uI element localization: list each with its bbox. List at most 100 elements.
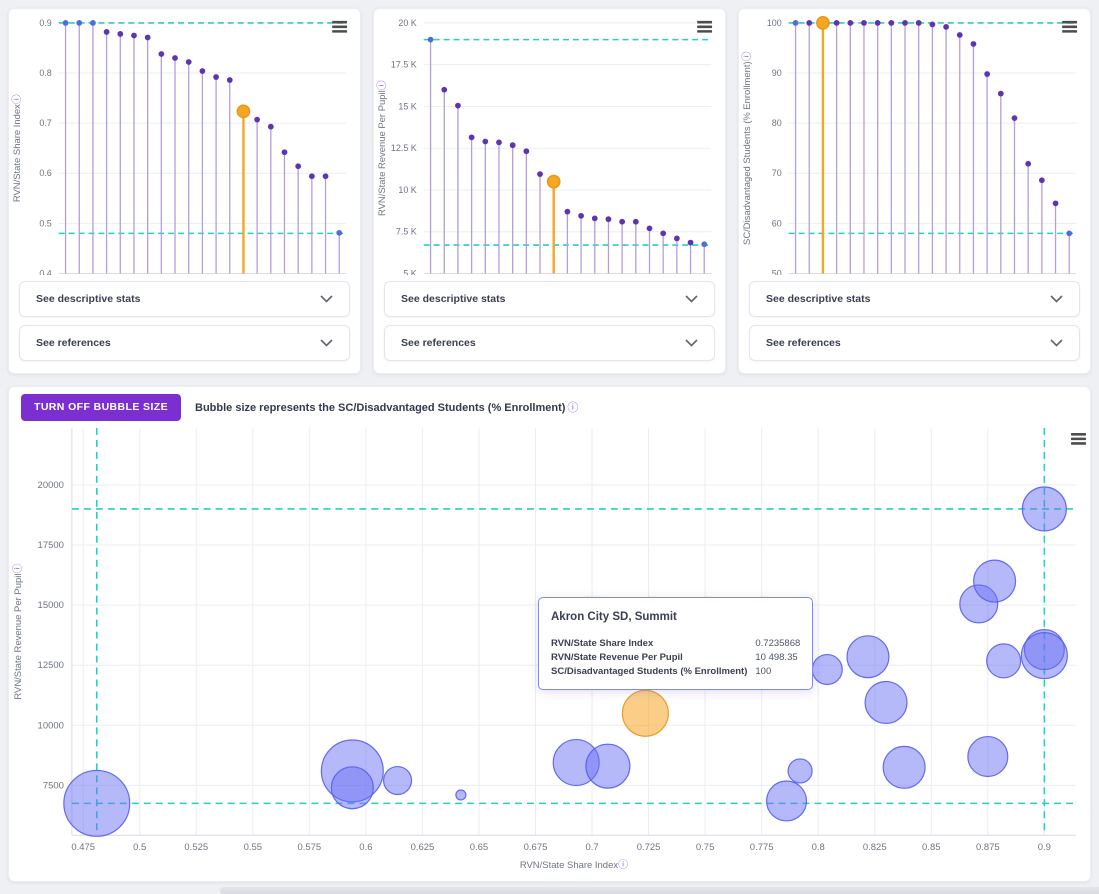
lollipop-point-highlighted[interactable] [546, 174, 561, 189]
lollipop-plot: 0.4 0.5 0.6 0.7 0.8 0.9 RVN/State Share Indexⓘ [11, 18, 348, 275]
lollipop-point[interactable] [185, 59, 192, 65]
lollipop-point[interactable] [673, 235, 680, 242]
lollipop-point[interactable] [806, 20, 813, 26]
lollipop-point[interactable] [619, 218, 626, 225]
bubble[interactable] [986, 643, 1022, 679]
lollipop-point[interactable] [929, 21, 936, 28]
lollipop-point[interactable] [496, 139, 502, 146]
lollipop-point[interactable] [455, 102, 461, 109]
lollipop-point[interactable] [1066, 230, 1073, 237]
lollipop-point[interactable] [833, 20, 840, 26]
descriptive-stats-accordion[interactable]: See descriptive stats [749, 281, 1080, 318]
bubble[interactable] [63, 770, 131, 838]
turn-off-bubble-size-button[interactable]: TURN OFF BUBBLE SIZE [21, 394, 181, 421]
revenue-per-pupil-chart[interactable]: 5 K 7.5 K 10 K 12.5 K 15 K 17.5 K 20 K RVN/Stat… [374, 9, 725, 275]
lollipop-point[interactable] [605, 216, 612, 223]
chart-menu-icon[interactable] [1062, 20, 1078, 33]
lollipop-point[interactable] [701, 241, 708, 248]
share-index-chart[interactable]: 0.4 0.5 0.6 0.7 0.8 0.9 RVN/State Share Indexⓘ [9, 9, 360, 275]
lollipop-point[interactable] [915, 20, 922, 26]
lollipop-point[interactable] [336, 230, 343, 236]
bubble-highlighted[interactable] [621, 690, 669, 738]
lollipop-point[interactable] [591, 215, 598, 222]
lollipop-point[interactable] [213, 74, 219, 80]
lollipop-point-highlighted[interactable] [236, 104, 251, 119]
lollipop-point[interactable] [482, 138, 489, 145]
chart-menu-icon[interactable] [1071, 433, 1086, 446]
lollipop-point[interactable] [523, 148, 530, 155]
references-accordion[interactable]: See references [19, 325, 350, 362]
lollipop-point[interactable] [226, 77, 233, 83]
tooltip-row: RVN/State Revenue Per Pupil 10 498.35 [551, 650, 800, 664]
lollipop-point[interactable] [984, 71, 991, 77]
lollipop-point-highlighted[interactable] [816, 16, 830, 30]
lollipop-point[interactable] [308, 173, 315, 180]
info-icon[interactable]: ⓘ [567, 402, 579, 415]
x-tick-label: 0.775 [750, 843, 774, 854]
lollipop-point[interactable] [1011, 115, 1018, 122]
lollipop-point[interactable] [117, 31, 124, 37]
lollipop-point[interactable] [902, 20, 908, 26]
lollipop-point[interactable] [847, 20, 854, 26]
lollipop-point[interactable] [322, 173, 329, 180]
lollipop-point[interactable] [441, 86, 448, 93]
references-accordion[interactable]: See references [384, 325, 715, 362]
lollipop-point[interactable] [90, 20, 96, 26]
bubble[interactable] [967, 736, 1009, 778]
bubble[interactable] [1020, 632, 1068, 680]
lollipop-point[interactable] [468, 134, 475, 141]
lollipop-point[interactable] [295, 163, 302, 170]
lollipop-point[interactable] [687, 239, 694, 246]
lollipop-point[interactable] [131, 32, 137, 39]
bubble[interactable] [455, 789, 467, 802]
lollipop-point[interactable] [62, 20, 69, 26]
lollipop-point[interactable] [888, 20, 895, 26]
lollipop-point[interactable] [1052, 200, 1059, 207]
bubble[interactable] [846, 635, 890, 679]
lollipop-point[interactable] [158, 51, 165, 57]
lollipop-point[interactable] [509, 142, 516, 149]
bubble-chart[interactable]: 0.475 0.5 0.525 0.55 0.575 0.6 0.625 0.65 0.675 0… [9, 423, 1090, 874]
lollipop-point[interactable] [632, 218, 639, 225]
lollipop-point[interactable] [281, 149, 288, 156]
bubble[interactable] [787, 758, 813, 784]
lollipop-point[interactable] [144, 34, 151, 41]
lollipop-point[interactable] [578, 212, 584, 219]
lollipop-point[interactable] [564, 208, 571, 215]
lollipop-point[interactable] [874, 20, 881, 26]
lollipop-point[interactable] [956, 32, 963, 38]
lollipop-point[interactable] [427, 36, 434, 43]
horizontal-scrollbar[interactable] [220, 887, 1099, 894]
lollipop-point[interactable] [646, 225, 653, 232]
descriptive-stats-accordion[interactable]: See descriptive stats [19, 281, 350, 318]
lollipop-point[interactable] [254, 116, 261, 123]
lollipop-point[interactable] [103, 29, 110, 35]
bubble[interactable] [882, 746, 926, 790]
disadvantaged-students-chart[interactable]: 50 60 70 80 90 100 SC/Disadvantaged Students (… [739, 9, 1090, 275]
lollipop-point[interactable] [943, 24, 949, 30]
bubble[interactable] [1021, 486, 1067, 533]
lollipop-point[interactable] [267, 123, 274, 130]
lollipop-point[interactable] [76, 20, 83, 26]
lollipop-point[interactable] [660, 230, 667, 237]
chart-menu-icon[interactable] [697, 20, 713, 33]
lollipop-point[interactable] [970, 41, 977, 47]
lollipop-point[interactable] [537, 171, 543, 177]
bubble[interactable] [585, 744, 631, 790]
chart-menu-icon[interactable] [332, 20, 348, 33]
lollipop-point[interactable] [861, 20, 867, 26]
lollipop-point[interactable] [792, 20, 799, 26]
lollipop-point[interactable] [1025, 160, 1032, 167]
bubble[interactable] [864, 681, 908, 725]
lollipop-point[interactable] [199, 68, 206, 74]
lollipop-point[interactable] [172, 55, 178, 61]
lollipop-point[interactable] [1038, 177, 1045, 184]
lollipop-point[interactable] [997, 90, 1004, 97]
references-accordion[interactable]: See references [749, 325, 1080, 362]
bubble[interactable] [382, 766, 413, 796]
bubble[interactable] [330, 766, 374, 810]
descriptive-stats-accordion[interactable]: See descriptive stats [384, 281, 715, 318]
bubble[interactable] [765, 780, 808, 823]
bubble[interactable] [973, 559, 1017, 604]
bubble[interactable] [811, 654, 843, 686]
